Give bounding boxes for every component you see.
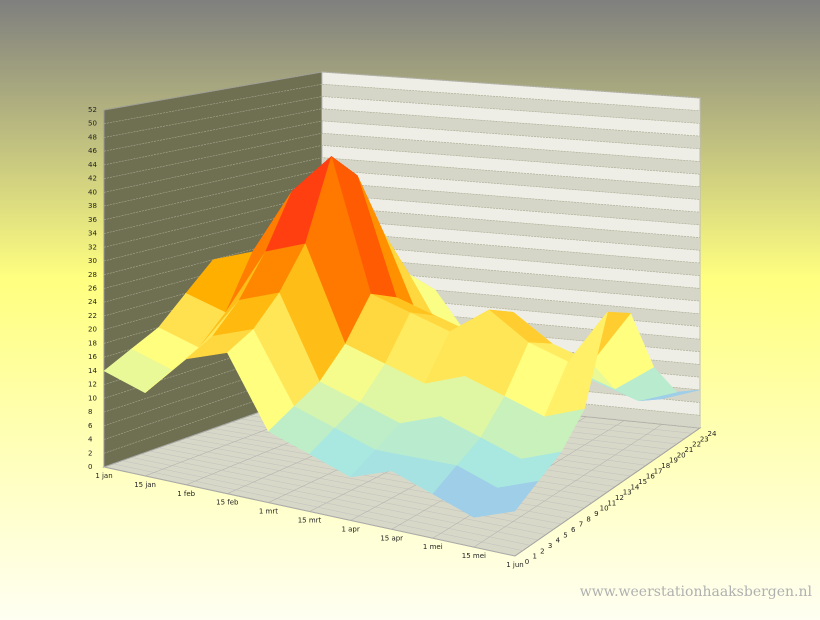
wall-stripe xyxy=(322,231,700,276)
y-tick-label: 24 xyxy=(708,430,717,438)
x-tick-label: 15 apr xyxy=(380,534,403,542)
grid-line xyxy=(103,96,701,138)
z-tick-label: 30 xyxy=(88,257,97,265)
z-tick-label: 18 xyxy=(88,339,97,347)
z-tick-label: 40 xyxy=(88,188,97,196)
grid-line xyxy=(103,193,701,248)
z-tick-label: 50 xyxy=(88,120,97,128)
z-tick-label: 16 xyxy=(88,353,97,361)
z-tick-label: 32 xyxy=(88,243,97,251)
z-tick-label: 12 xyxy=(88,381,97,389)
z-tick-label: 8 xyxy=(88,408,92,416)
x-tick-label: 1 mei xyxy=(423,543,443,551)
grid-line xyxy=(113,463,523,551)
y-tick-label: 3 xyxy=(548,542,552,550)
y-tick-label: 21 xyxy=(684,446,693,454)
x-tick-label: 1 jan xyxy=(95,472,112,480)
z-tick-label: 26 xyxy=(88,285,97,293)
y-tick-label: 5 xyxy=(563,531,567,539)
y-tick-label: 17 xyxy=(654,467,663,475)
y-tick-label: 0 xyxy=(525,558,529,566)
z-tick-label: 22 xyxy=(88,312,97,320)
x-tick-label: 15 jan xyxy=(134,481,156,489)
y-tick-label: 16 xyxy=(646,473,655,481)
y-tick-label: 15 xyxy=(638,478,647,486)
grid-line xyxy=(149,450,554,530)
z-tick-label: 28 xyxy=(88,271,97,279)
y-tick-label: 10 xyxy=(600,505,609,513)
grid-line xyxy=(103,157,701,207)
grid-line xyxy=(103,71,701,111)
wall-stripe xyxy=(322,206,700,251)
wall-stripe xyxy=(322,133,700,175)
y-tick-label: 6 xyxy=(571,526,576,534)
watermark: www.weerstationhaaksbergen.nl xyxy=(580,584,813,600)
y-tick-label: 12 xyxy=(615,494,624,502)
x-tick-label: 15 mrt xyxy=(298,517,322,525)
grid-line xyxy=(103,145,701,193)
grid-line xyxy=(103,466,516,557)
grid-line xyxy=(103,120,701,166)
z-tick-label: 34 xyxy=(88,230,97,238)
z-tick-label: 14 xyxy=(88,367,97,375)
y-tick-label: 2 xyxy=(540,547,544,555)
x-tick-label: 15 mei xyxy=(462,552,486,560)
x-tick-label: 1 feb xyxy=(177,490,195,498)
z-tick-label: 24 xyxy=(88,298,97,306)
plot: 0246810121416182022242628303234363840424… xyxy=(88,71,717,569)
y-tick-label: 20 xyxy=(677,451,686,459)
z-tick-label: 20 xyxy=(88,326,97,334)
z-tick-label: 6 xyxy=(88,422,93,430)
y-tick-label: 22 xyxy=(692,441,701,449)
y-tick-label: 11 xyxy=(607,499,616,507)
z-tick-label: 38 xyxy=(88,202,97,210)
z-tick-label: 42 xyxy=(88,175,97,183)
x-tick-label: 1 mrt xyxy=(259,508,278,516)
grid-line xyxy=(103,108,701,152)
y-tick-label: 14 xyxy=(630,483,639,491)
z-tick-label: 10 xyxy=(88,394,97,402)
x-tick-label: 15 feb xyxy=(216,499,239,507)
wall-stripe xyxy=(322,255,700,302)
wall-stripe xyxy=(322,108,700,149)
y-tick-label: 13 xyxy=(623,489,632,497)
grid-line xyxy=(103,206,701,262)
y-tick-label: 7 xyxy=(579,521,583,529)
y-tick-label: 1 xyxy=(532,553,536,561)
y-tick-label: 8 xyxy=(586,515,590,523)
z-tick-label: 44 xyxy=(88,161,97,169)
grid-line xyxy=(131,457,539,541)
z-tick-label: 52 xyxy=(88,106,97,114)
y-tick-label: 4 xyxy=(556,537,561,545)
grid-line xyxy=(140,453,546,535)
z-tick-label: 36 xyxy=(88,216,97,224)
wall-stripe xyxy=(322,84,700,124)
z-tick-label: 0 xyxy=(88,463,92,471)
grid-line xyxy=(122,460,531,546)
y-tick-label: 9 xyxy=(594,510,598,518)
y-tick-label: 19 xyxy=(669,457,678,465)
z-tick-label: 2 xyxy=(88,449,92,457)
x-tick-label: 1 apr xyxy=(341,525,359,533)
grid-line xyxy=(103,83,701,124)
z-tick-label: 46 xyxy=(88,147,97,155)
z-tick-label: 48 xyxy=(88,133,97,141)
wall-stripe xyxy=(322,182,700,225)
z-tick-label: 4 xyxy=(88,436,93,444)
y-tick-label: 18 xyxy=(661,462,670,470)
grid-line xyxy=(103,132,701,179)
surface-cell xyxy=(473,480,539,518)
x-tick-label: 1 jun xyxy=(506,561,524,569)
y-tick-label: 23 xyxy=(700,435,709,443)
wall-stripe xyxy=(322,157,700,200)
